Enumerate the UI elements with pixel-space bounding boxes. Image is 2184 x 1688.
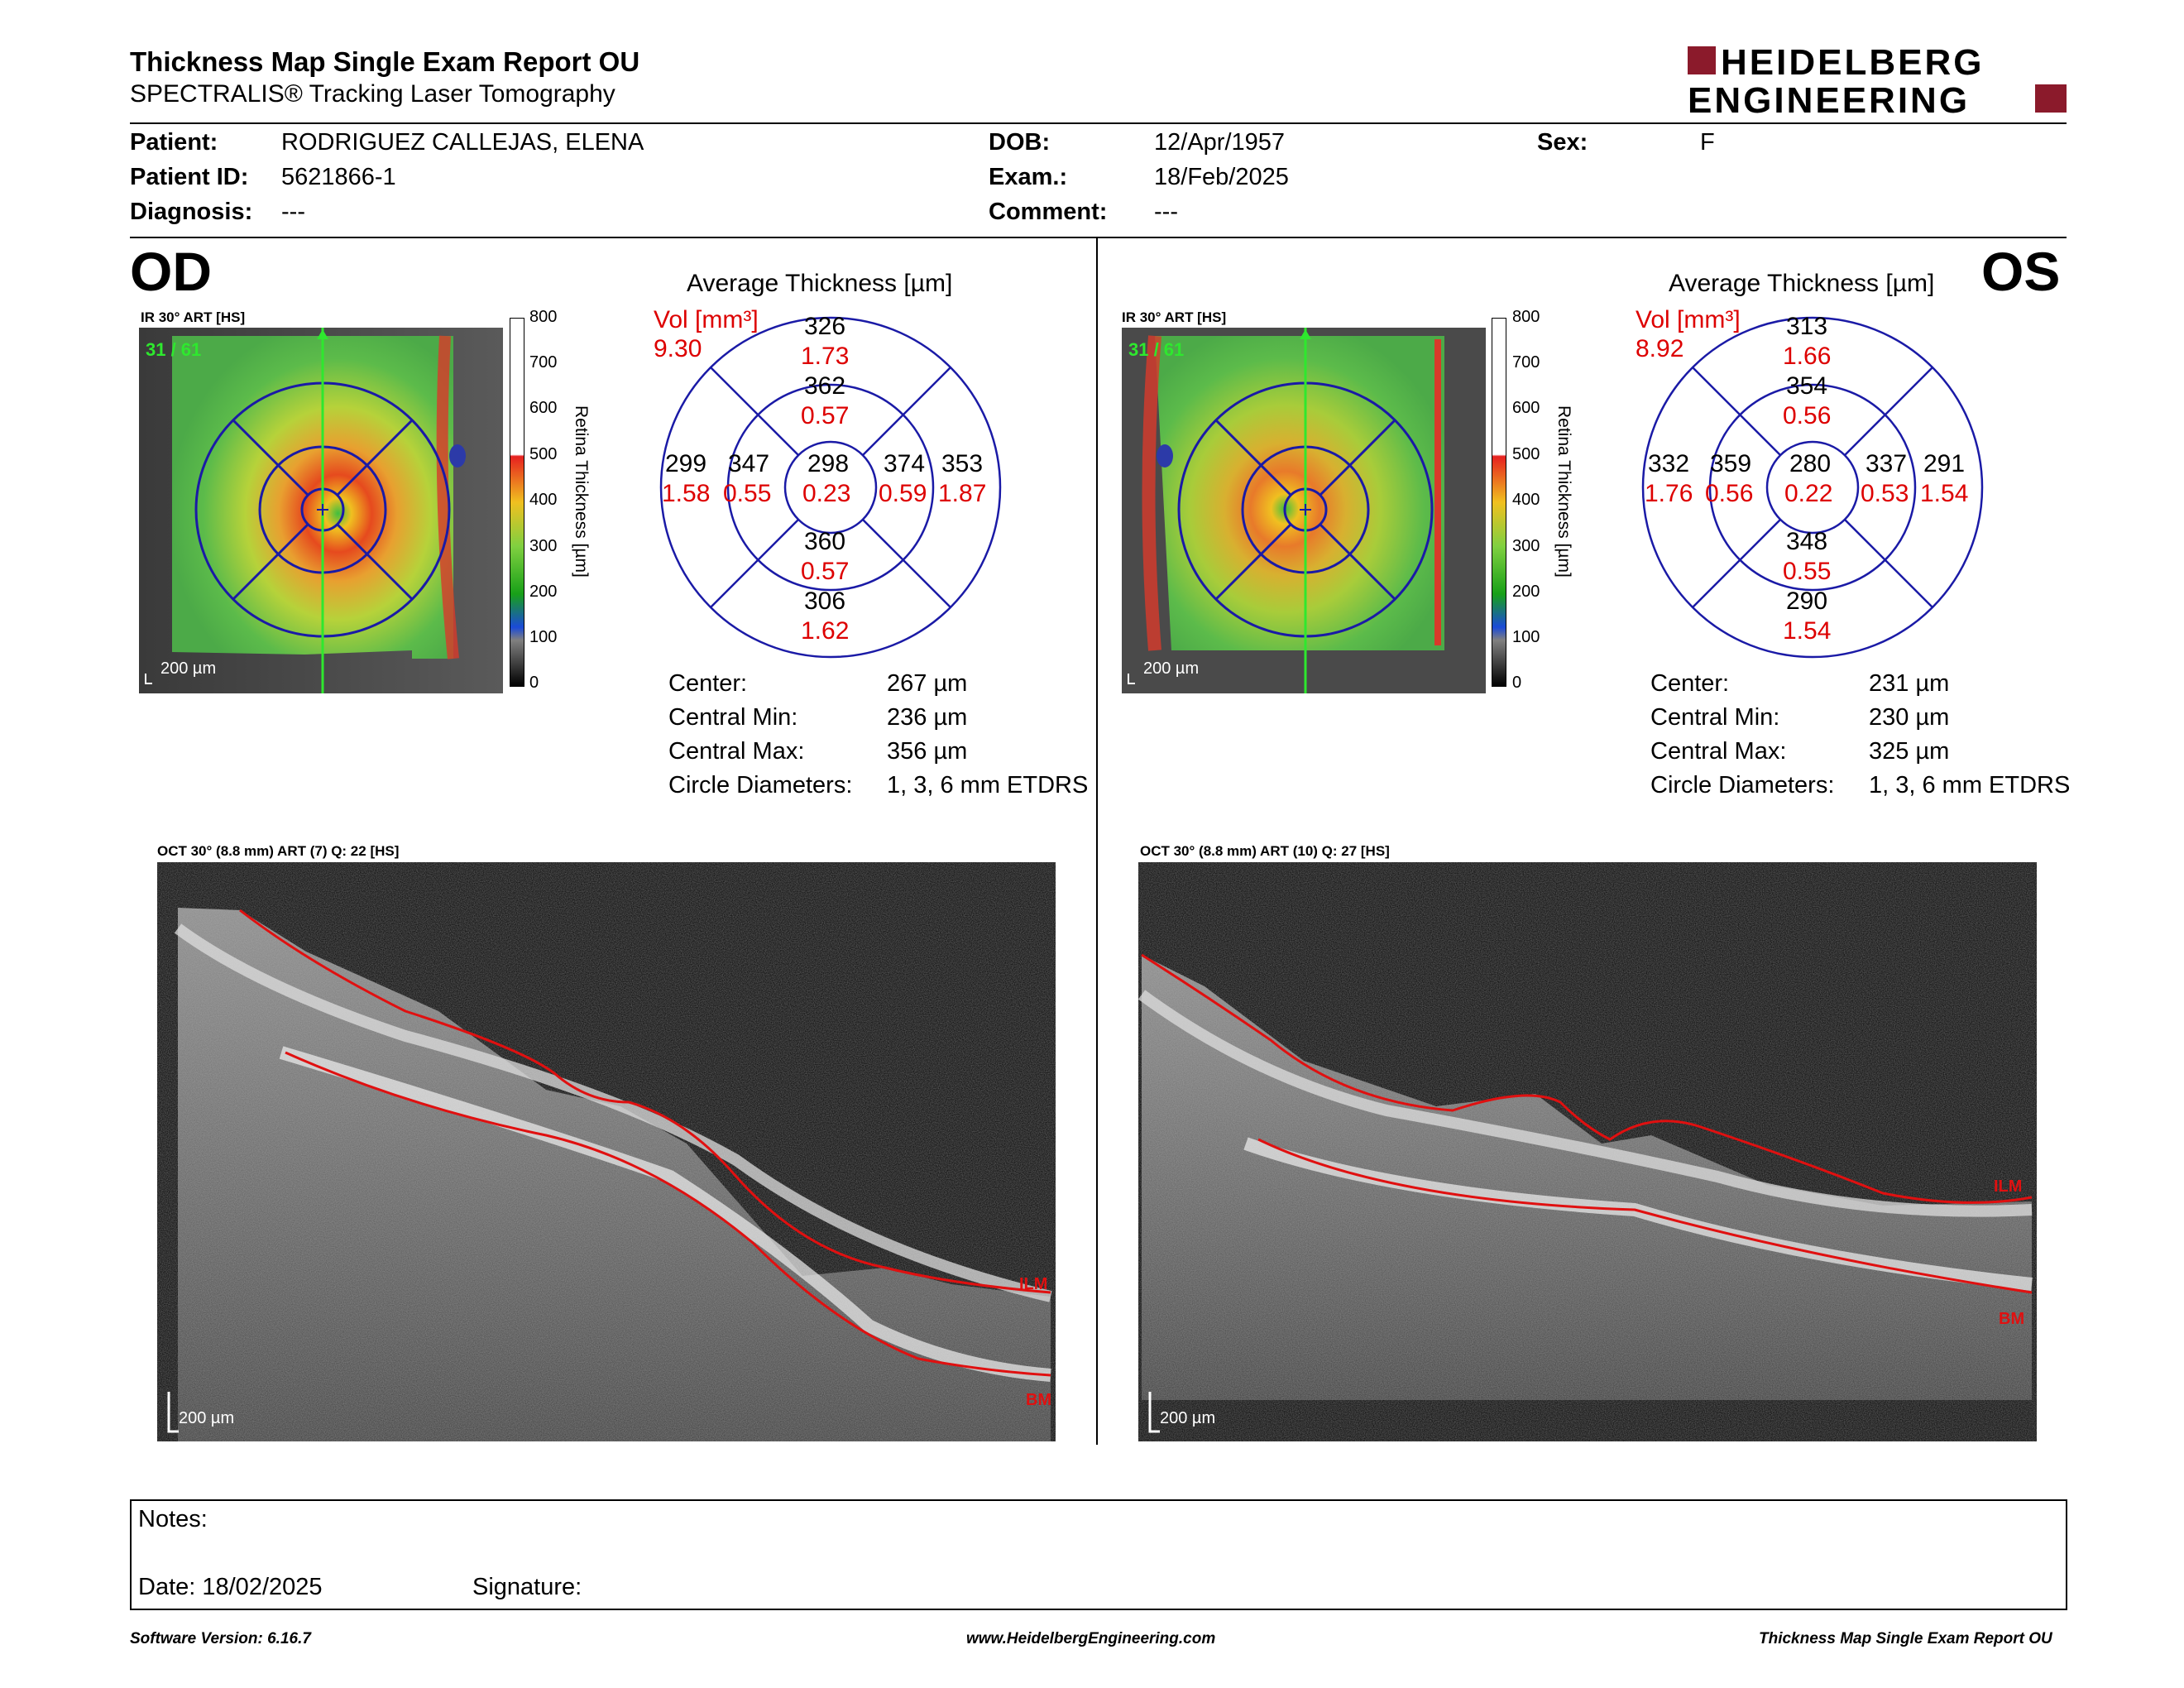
od-oct-caption: OCT 30° (8.8 mm) ART (7) Q: 22 [HS] xyxy=(157,843,400,859)
comment-value: --- xyxy=(1154,199,1178,225)
svg-text:HEIDELBERG: HEIDELBERG xyxy=(1721,43,1984,83)
os-vol-label: Vol [mm³] xyxy=(1636,306,1741,333)
svg-text:BM: BM xyxy=(1026,1391,1051,1409)
svg-text:200 µm: 200 µm xyxy=(1160,1409,1215,1427)
os-max-label: Central Max: xyxy=(1650,738,1787,765)
signature-label: Signature: xyxy=(472,1574,582,1600)
od-min-value: 236 µm xyxy=(887,704,968,731)
patient-id-label: Patient ID: xyxy=(130,164,249,190)
os-color-scale xyxy=(1492,318,1506,687)
od-center-value: 267 µm xyxy=(887,670,968,697)
od-eye-label: OD xyxy=(130,241,212,302)
svg-text:31 / 61: 31 / 61 xyxy=(1128,339,1184,360)
od-circle-value: 1, 3, 6 mm ETDRS xyxy=(887,772,1089,798)
od-ir-caption: IR 30° ART [HS] xyxy=(141,309,246,325)
os-ir-caption: IR 30° ART [HS] xyxy=(1122,309,1227,325)
info-divider xyxy=(130,237,2067,238)
footer-report-name: Thickness Map Single Exam Report OU xyxy=(1759,1630,2052,1647)
notes-box: Notes: Date: 18/02/2025 Signature: xyxy=(130,1499,2067,1610)
os-circle-value: 1, 3, 6 mm ETDRS xyxy=(1869,772,2071,798)
sex-value: F xyxy=(1700,129,1715,156)
report-title: Thickness Map Single Exam Report OU xyxy=(130,46,640,77)
od-vol-value: 9.30 xyxy=(654,335,702,362)
notes-label: Notes: xyxy=(138,1506,208,1532)
dob-label: DOB: xyxy=(989,129,1051,156)
patient-id-value: 5621866-1 xyxy=(281,164,396,190)
os-etdrs-grid xyxy=(1641,316,1984,659)
svg-text:BM: BM xyxy=(1999,1310,2024,1328)
od-avg-title: Average Thickness [µm] xyxy=(687,270,953,297)
svg-text:200 µm: 200 µm xyxy=(179,1409,234,1427)
os-center-value: 231 µm xyxy=(1869,670,1950,697)
svg-text:ILM: ILM xyxy=(1994,1177,2022,1196)
os-eye-label: OS xyxy=(1981,241,2061,302)
dob-value: 12/Apr/1957 xyxy=(1154,129,1286,156)
os-thickness-map: 31 / 61 200 µm xyxy=(1122,328,1486,693)
svg-text:ENGINEERING: ENGINEERING xyxy=(1688,80,1970,117)
os-center-label: Center: xyxy=(1650,670,1730,697)
od-max-label: Central Max: xyxy=(668,738,805,765)
os-oct-caption: OCT 30° (8.8 mm) ART (10) Q: 27 [HS] xyxy=(1140,843,1390,859)
os-min-label: Central Min: xyxy=(1650,704,1780,731)
svg-text:31 / 61: 31 / 61 xyxy=(146,339,201,360)
header-divider xyxy=(130,122,2067,124)
diagnosis-label: Diagnosis: xyxy=(130,199,253,225)
svg-text:200 µm: 200 µm xyxy=(160,659,216,678)
od-center-label: Center: xyxy=(668,670,748,697)
report-subtitle: SPECTRALIS® Tracking Laser Tomography xyxy=(130,80,615,108)
od-oct-bscan: ILM BM 200 µm xyxy=(157,862,1056,1441)
diagnosis-value: --- xyxy=(281,199,305,225)
patient-value: RODRIGUEZ CALLEJAS, ELENA xyxy=(281,129,644,156)
os-vol-value: 8.92 xyxy=(1636,335,1684,362)
svg-text:ILM: ILM xyxy=(1019,1275,1047,1293)
software-version: Software Version: 6.16.7 xyxy=(130,1630,311,1647)
od-min-label: Central Min: xyxy=(668,704,798,731)
os-max-value: 325 µm xyxy=(1869,738,1950,765)
date-label: Date: 18/02/2025 xyxy=(138,1574,323,1600)
svg-text:200 µm: 200 µm xyxy=(1143,659,1199,678)
os-circle-label: Circle Diameters: xyxy=(1650,772,1835,798)
od-max-value: 356 µm xyxy=(887,738,968,765)
patient-label: Patient: xyxy=(130,129,218,156)
od-vol-label: Vol [mm³] xyxy=(654,306,759,333)
os-oct-bscan: ILM BM 200 µm xyxy=(1138,862,2037,1441)
od-etdrs-grid xyxy=(659,316,1002,659)
comment-label: Comment: xyxy=(989,199,1108,225)
eye-divider xyxy=(1096,238,1098,1445)
exam-label: Exam.: xyxy=(989,164,1068,190)
website-link[interactable]: www.HeidelbergEngineering.com xyxy=(966,1630,1216,1647)
exam-value: 18/Feb/2025 xyxy=(1154,164,1289,190)
od-circle-label: Circle Diameters: xyxy=(668,772,853,798)
os-min-value: 230 µm xyxy=(1869,704,1950,731)
od-color-scale xyxy=(510,318,524,687)
os-avg-title: Average Thickness [µm] xyxy=(1669,270,1935,297)
heidelberg-logo: HEIDELBERG ENGINEERING xyxy=(1688,43,2067,117)
sex-label: Sex: xyxy=(1537,129,1588,156)
od-thickness-map: 31 / 61 200 µm xyxy=(139,328,503,693)
